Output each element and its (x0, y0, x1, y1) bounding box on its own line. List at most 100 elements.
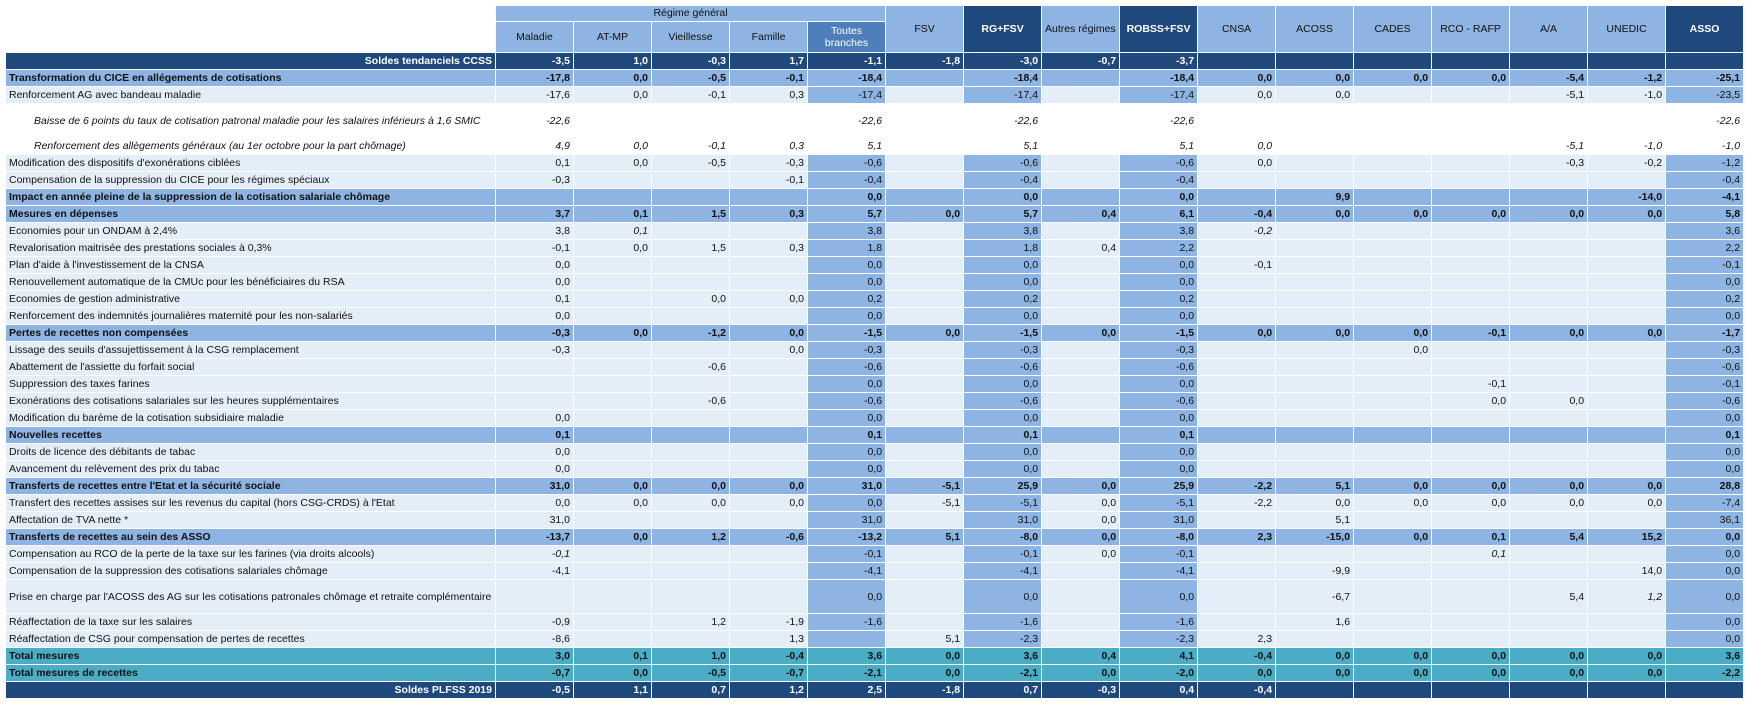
cell-rg-fsv: 3,8 (963, 222, 1043, 240)
cell-asso: 0,0 (1665, 579, 1745, 614)
cell-autres-regimes-de-base (1041, 103, 1121, 138)
cell-famille (729, 579, 808, 614)
cell-cades (1353, 290, 1433, 308)
cell-fsv (885, 103, 965, 138)
cell-cades (1353, 171, 1433, 189)
cell-a-a (1509, 222, 1589, 240)
cell-toutes-branches: -0,6 (806, 358, 887, 376)
cell-a-a: -0,3 (1509, 154, 1589, 172)
cell-rco-rafp (1431, 137, 1511, 155)
cell-autres-regimes-de-base: 0,0 (1041, 494, 1121, 512)
cell-a-a (1509, 545, 1589, 563)
cell-unedic: 0,0 (1587, 664, 1667, 682)
table-row: Renforcement AG avec bandeau maladie -17,… (5, 86, 1745, 104)
cell-rco-rafp (1431, 256, 1511, 274)
cell-unedic (1587, 409, 1667, 427)
cell-vieillesse (651, 222, 730, 240)
cell-rco-rafp (1431, 188, 1511, 206)
cell-rco-rafp (1431, 613, 1511, 631)
cell-famille (729, 460, 808, 478)
cell-vieillesse: 0,7 (651, 681, 730, 699)
cell-cnsa (1197, 426, 1277, 444)
cell-vieillesse (651, 426, 730, 444)
cell-fsv (885, 290, 965, 308)
cell-rg-fsv: -0,1 (963, 545, 1043, 563)
cell-cnsa: -0,4 (1197, 205, 1277, 223)
cell-vieillesse: 0,0 (651, 494, 730, 512)
cell-at-mp (573, 409, 652, 427)
cell-at-mp (573, 256, 652, 274)
cell-at-mp (573, 511, 652, 529)
cell-cades: 0,0 (1353, 647, 1433, 665)
cell-unedic (1587, 171, 1667, 189)
cell-famille: 0,0 (729, 477, 808, 495)
cell-robss-fsv: 5,1 (1119, 137, 1199, 155)
cell-robss-fsv: -1,5 (1119, 324, 1199, 342)
cell-acoss: -15,0 (1275, 528, 1355, 546)
cell-rg-fsv: 5,7 (963, 205, 1043, 223)
cell-cades (1353, 52, 1433, 70)
cell-vieillesse (651, 460, 730, 478)
cell-famille: 0,3 (729, 137, 808, 155)
cell-toutes-branches: 0,0 (806, 375, 887, 393)
cell-famille: -0,4 (729, 647, 808, 665)
cell-famille: -0,1 (729, 171, 808, 189)
cell-at-mp: 0,0 (573, 137, 652, 155)
column-header-acoss: ACOSS (1275, 5, 1355, 53)
cell-asso: 28,8 (1665, 477, 1745, 495)
table-row: Baisse de 6 points du taux de cotisation… (5, 103, 1745, 138)
cell-toutes-branches: 0,0 (806, 256, 887, 274)
cell-unedic (1587, 307, 1667, 325)
cell-a-a: 5,4 (1509, 579, 1589, 614)
cell-unedic (1587, 681, 1667, 699)
row-label: Affectation de TVA nette * (5, 511, 496, 529)
cell-asso: -1,7 (1665, 324, 1745, 342)
cell-asso: 0,0 (1665, 528, 1745, 546)
cell-cnsa (1197, 511, 1277, 529)
cell-at-mp: 0,1 (573, 222, 652, 240)
cell-famille: 1,3 (729, 630, 808, 648)
balance-row: Soldes tendanciels CCSS -3,5 1,0 -0,3 1,7 -1,… (5, 52, 1745, 70)
column-header-at-mp: AT-MP (573, 21, 652, 53)
row-label: Soldes PLFSS 2019 (5, 681, 496, 699)
header-blank (5, 5, 496, 53)
cell-maladie: 31,0 (495, 477, 574, 495)
cell-acoss: 0,0 (1275, 664, 1355, 682)
cell-cades: 0,0 (1353, 664, 1433, 682)
cell-unedic (1587, 460, 1667, 478)
cell-famille (729, 443, 808, 461)
cell-rg-fsv: 0,0 (963, 460, 1043, 478)
cell-cades: 0,0 (1353, 69, 1433, 87)
cell-rg-fsv: -18,4 (963, 69, 1043, 87)
cell-maladie: -0,7 (495, 664, 574, 682)
cell-asso: -2,2 (1665, 664, 1745, 682)
cell-robss-fsv: -17,4 (1119, 86, 1199, 104)
cell-vieillesse (651, 307, 730, 325)
cell-autres-regimes-de-base: 0,0 (1041, 545, 1121, 563)
cell-maladie: 3,0 (495, 647, 574, 665)
cell-toutes-branches: -0,4 (806, 171, 887, 189)
cell-rco-rafp: 0,0 (1431, 69, 1511, 87)
column-header-robss-fsv: ROBSS+FSV (1119, 5, 1199, 53)
section-row: Transferts de recettes au sein des ASSO -… (5, 528, 1745, 546)
cell-maladie: 0,0 (495, 443, 574, 461)
cell-at-mp (573, 460, 652, 478)
cell-toutes-branches: 0,0 (806, 579, 887, 614)
cell-famille (729, 545, 808, 563)
cell-autres-regimes-de-base (1041, 256, 1121, 274)
cell-unedic: -1,2 (1587, 69, 1667, 87)
cell-toutes-branches: 0,0 (806, 307, 887, 325)
cell-robss-fsv: 0,4 (1119, 681, 1199, 699)
cell-rg-fsv: -0,4 (963, 171, 1043, 189)
cell-rco-rafp: 0,0 (1431, 477, 1511, 495)
cell-asso: -1,2 (1665, 154, 1745, 172)
cell-robss-fsv: -2,3 (1119, 630, 1199, 648)
cell-a-a: 0,0 (1509, 664, 1589, 682)
cell-asso: 0,0 (1665, 409, 1745, 427)
cell-vieillesse: 1,2 (651, 613, 730, 631)
cell-toutes-branches: -18,4 (806, 69, 887, 87)
cell-vieillesse: -0,5 (651, 154, 730, 172)
cell-at-mp: 0,0 (573, 528, 652, 546)
cell-a-a (1509, 103, 1589, 138)
cell-cnsa (1197, 290, 1277, 308)
